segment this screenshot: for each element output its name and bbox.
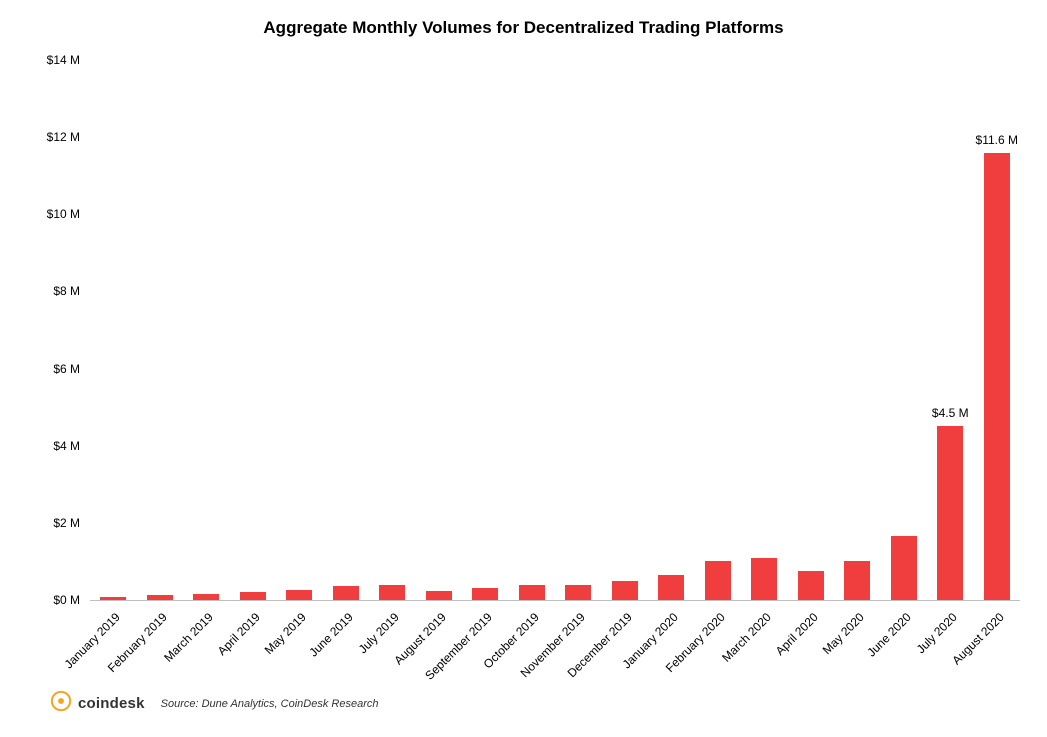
bar — [751, 558, 777, 600]
bar — [937, 426, 963, 600]
bar — [286, 590, 312, 600]
y-tick-label: $6 M — [53, 362, 80, 376]
bar — [984, 153, 1010, 600]
bar — [426, 591, 452, 600]
bar — [519, 585, 545, 600]
bar — [891, 536, 917, 600]
y-tick-label: $14 M — [47, 53, 80, 67]
bar — [193, 594, 219, 600]
bar — [705, 561, 731, 600]
chart-footer: coindesk Source: Dune Analytics, CoinDes… — [50, 690, 378, 717]
bar — [798, 571, 824, 600]
source-text: Source: Dune Analytics, CoinDesk Researc… — [161, 698, 379, 710]
coindesk-logo: coindesk — [50, 690, 145, 717]
x-tick-label: June 2020 — [864, 610, 914, 660]
bar — [333, 586, 359, 600]
x-tick-label: March 2019 — [161, 610, 216, 665]
x-tick-label: March 2020 — [719, 610, 774, 665]
x-tick-label: June 2019 — [306, 610, 356, 660]
x-tick-label: July 2020 — [914, 610, 960, 656]
coindesk-logo-text: coindesk — [78, 695, 145, 712]
bar — [565, 585, 591, 600]
y-tick-label: $2 M — [53, 516, 80, 530]
y-tick-label: $4 M — [53, 439, 80, 453]
x-axis-baseline — [90, 600, 1020, 601]
bar — [844, 561, 870, 600]
y-tick-label: $8 M — [53, 284, 80, 298]
bar — [100, 597, 126, 600]
y-tick-label: $10 M — [47, 207, 80, 221]
bar — [612, 581, 638, 600]
x-tick-label: July 2019 — [356, 610, 402, 656]
bar — [472, 588, 498, 600]
bar — [658, 575, 684, 600]
chart-container: Aggregate Monthly Volumes for Decentrali… — [0, 0, 1047, 737]
coindesk-logo-icon — [50, 690, 72, 717]
y-tick-label: $12 M — [47, 130, 80, 144]
x-tick-label: April 2019 — [215, 610, 263, 658]
bar-data-label: $11.6 M — [976, 133, 1018, 147]
plot-area: $0 M$2 M$4 M$6 M$8 M$10 M$12 M$14 MJanua… — [90, 60, 1020, 600]
x-tick-label: May 2020 — [820, 610, 867, 657]
x-tick-label: May 2019 — [262, 610, 309, 657]
bar — [147, 595, 173, 600]
chart-title: Aggregate Monthly Volumes for Decentrali… — [0, 18, 1047, 38]
bar-data-label: $4.5 M — [932, 406, 969, 420]
bar — [240, 592, 266, 600]
x-tick-label: April 2020 — [773, 610, 821, 658]
y-tick-label: $0 M — [53, 593, 80, 607]
bar — [379, 585, 405, 600]
